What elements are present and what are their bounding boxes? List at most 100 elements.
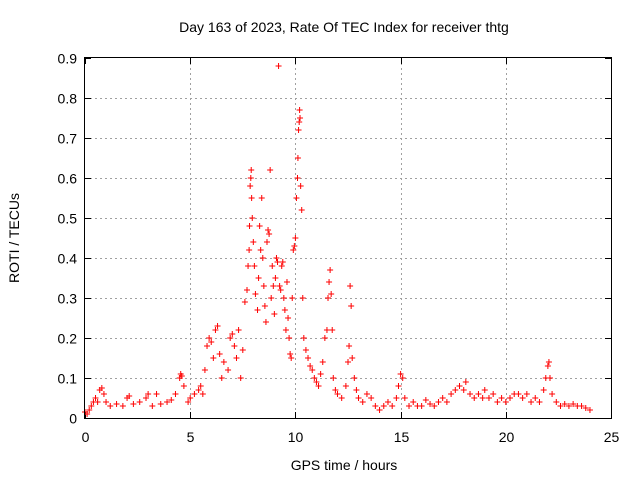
data-point [300,335,307,341]
data-point [149,403,156,409]
data-point [540,387,547,393]
data-point [241,299,248,305]
data-point [532,395,539,401]
data-point [246,223,253,229]
data-point [233,355,240,361]
data-point [210,355,217,361]
data-point [282,327,289,333]
data-point [247,175,254,181]
data-point [103,399,110,405]
data-point [349,355,356,361]
data-point [342,383,349,389]
data-point [348,303,355,309]
data-point [216,351,223,357]
data-point [107,403,114,409]
data-point [327,267,334,273]
data-point [462,379,469,385]
data-point [255,275,262,281]
data-point [380,403,387,409]
y-tick-label: 0.9 [58,51,78,67]
data-point [248,195,255,201]
data-point [528,399,535,405]
data-point [291,243,298,249]
data-point [247,183,254,189]
data-point [494,399,501,405]
data-point [258,195,265,201]
data-point [313,379,320,385]
data-point [260,283,267,289]
data-point [471,395,478,401]
data-point [113,401,120,407]
y-axis-label: ROTI / TECUs [6,193,22,283]
data-point [119,403,126,409]
y-tick-label: 0.8 [58,91,78,107]
y-tick-label: 0.5 [58,211,78,227]
data-point [582,405,589,411]
data-point [439,395,446,401]
data-point [315,383,322,389]
data-point [296,107,303,113]
data-point [395,383,402,389]
data-point [346,343,353,349]
data-point [164,399,171,405]
data-point [544,363,551,369]
data-point [355,395,362,401]
data-point [84,411,91,417]
data-point [363,391,370,397]
data-point [586,407,593,413]
data-point [88,403,95,409]
data-point [515,391,522,397]
data-point [187,395,194,401]
data-point [485,395,492,401]
data-point [145,391,152,397]
data-point [279,259,286,265]
data-point [397,371,404,377]
y-tick-label: 0.1 [58,371,78,387]
data-point [298,207,305,213]
data-point [250,239,257,245]
data-point [275,63,282,69]
data-point [307,363,314,369]
data-point [235,327,242,333]
data-point [326,279,333,285]
data-point [281,307,288,313]
data-point [384,399,391,405]
data-point [273,255,280,261]
x-tick-label: 20 [499,429,515,445]
data-point [252,291,259,297]
data-point [157,401,164,407]
data-point [265,227,272,233]
data-point [295,127,302,133]
data-point [229,331,236,337]
data-point [267,167,274,173]
data-point [245,263,252,269]
data-point [257,247,264,253]
axes: 0 0.1 0.2 0.3 0.4 0.5 0.6 0.7 0.8 0.9 0 5 10 15 20 25 [58,51,620,446]
data-point [94,399,101,405]
x-tick-label: 15 [394,429,410,445]
data-point [309,367,316,373]
y-tick-label: 0 [69,411,77,427]
data-point [460,387,467,393]
data-point [191,391,198,397]
data-point [285,315,292,321]
data-point [565,403,572,409]
data-point [553,399,560,405]
data-point [86,407,93,413]
data-point [100,391,107,397]
data-point [481,387,488,393]
data-point [475,391,482,397]
data-point [259,255,266,261]
data-point [570,401,577,407]
data-point [218,375,225,381]
y-tick-label: 0.3 [58,291,78,307]
data-point [351,375,358,381]
data-point [220,359,227,365]
data-point [401,395,408,401]
data-point [561,401,568,407]
data-point [328,291,335,297]
data-point [467,391,474,397]
data-point [399,375,406,381]
data-point [305,355,312,361]
